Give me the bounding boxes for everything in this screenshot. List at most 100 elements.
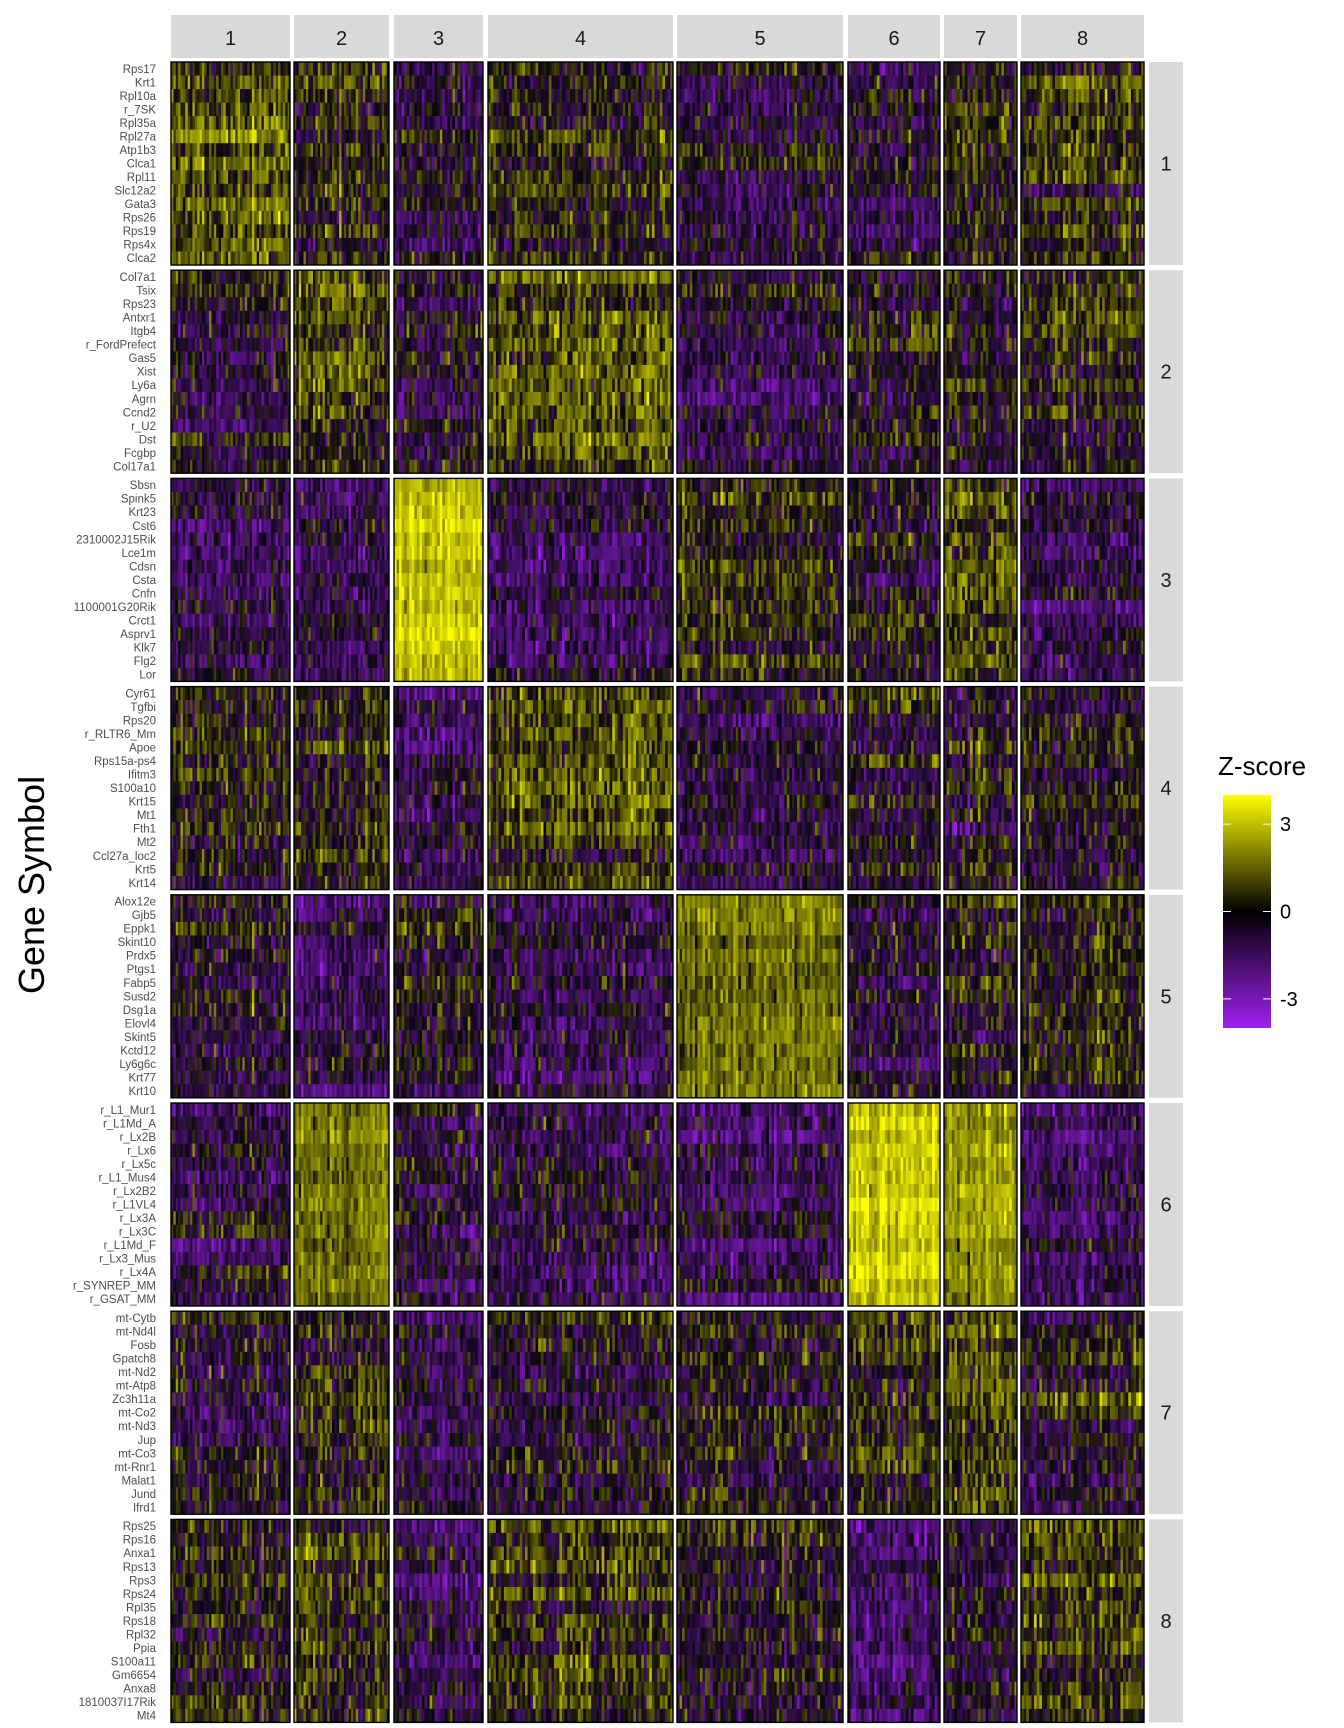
heatmap-cell: [296, 238, 299, 252]
heatmap-cell: [202, 89, 205, 103]
heatmap-cell: [639, 76, 642, 90]
heatmap-cell: [252, 143, 255, 157]
heatmap-cell: [195, 157, 198, 171]
heatmap-cell: [377, 238, 380, 252]
heatmap-cell: [463, 62, 466, 76]
heatmap-cell: [370, 211, 373, 225]
heatmap-cell: [301, 103, 304, 117]
heatmap-cell: [207, 211, 210, 225]
heatmap-cell: [559, 170, 562, 184]
heatmap-cell: [460, 103, 463, 117]
heatmap-cell: [407, 143, 410, 157]
heatmap-cell: [414, 157, 417, 171]
heatmap-cell: [259, 211, 262, 225]
heatmap-cell: [247, 251, 250, 265]
heatmap-cell: [628, 130, 631, 144]
heatmap-cell: [458, 238, 461, 252]
heatmap-cell: [442, 157, 445, 171]
heatmap-cell: [327, 170, 330, 184]
heatmap-cell: [435, 62, 438, 76]
heatmap-cell: [530, 62, 533, 76]
heatmap-cell: [470, 157, 473, 171]
heatmap-cell: [311, 143, 314, 157]
heatmap-cell: [173, 211, 176, 225]
heatmap-cell: [636, 157, 639, 171]
heatmap-cell: [610, 103, 613, 117]
heatmap-cell: [209, 170, 212, 184]
heatmap-cell: [570, 89, 573, 103]
heatmap-cell: [330, 224, 333, 238]
heatmap-cell: [528, 116, 531, 130]
heatmap-cell: [363, 157, 366, 171]
heatmap-cell: [370, 224, 373, 238]
heatmap-cell: [419, 211, 422, 225]
heatmap-cell: [414, 103, 417, 117]
heatmap-cell: [615, 143, 618, 157]
heatmap-cell: [252, 224, 255, 238]
heatmap-cell: [363, 143, 366, 157]
heatmap-cell: [463, 211, 466, 225]
heatmap-cell: [304, 184, 307, 198]
heatmap-cell: [397, 116, 400, 130]
heatmap-cell: [382, 116, 385, 130]
heatmap-cell: [257, 157, 260, 171]
heatmap-cell: [399, 89, 402, 103]
heatmap-cell: [311, 197, 314, 211]
heatmap-cell: [470, 251, 473, 265]
heatmap-cell: [397, 238, 400, 252]
heatmap-cell: [252, 197, 255, 211]
heatmap-cell: [221, 184, 224, 198]
heatmap-cell: [425, 197, 428, 211]
heatmap-cell: [185, 224, 188, 238]
heatmap-cell: [409, 143, 412, 157]
heatmap-cell: [655, 116, 658, 130]
heatmap-cell: [325, 238, 328, 252]
heatmap-cell: [228, 157, 231, 171]
heatmap-cell: [358, 103, 361, 117]
heatmap-cell: [344, 103, 347, 117]
heatmap-cell: [631, 170, 634, 184]
heatmap-cell: [445, 130, 448, 144]
heatmap-cell: [188, 238, 191, 252]
heatmap-cell: [285, 76, 288, 90]
heatmap-cell: [202, 251, 205, 265]
heatmap-cell: [422, 89, 425, 103]
heatmap-cell: [342, 251, 345, 265]
heatmap-cell: [254, 62, 257, 76]
heatmap-cell: [427, 103, 430, 117]
heatmap-cell: [311, 238, 314, 252]
heatmap-cell: [211, 130, 214, 144]
heatmap-cell: [412, 116, 415, 130]
heatmap-cell: [342, 103, 345, 117]
heatmap-cell: [264, 238, 267, 252]
heatmap-cell: [583, 130, 586, 144]
heatmap-cell: [440, 116, 443, 130]
heatmap-cell: [207, 251, 210, 265]
heatmap-cell: [264, 76, 267, 90]
heatmap-cell: [633, 143, 636, 157]
heatmap-cell: [530, 89, 533, 103]
heatmap-cell: [285, 184, 288, 198]
heatmap-cell: [372, 238, 375, 252]
heatmap-cell: [223, 170, 226, 184]
heatmap-cell: [522, 116, 525, 130]
heatmap-cell: [361, 76, 364, 90]
heatmap-cell: [440, 184, 443, 198]
heatmap-cell: [649, 130, 652, 144]
heatmap-cell: [533, 76, 536, 90]
heatmap-cell: [573, 143, 576, 157]
heatmap-cell: [183, 103, 186, 117]
heatmap-cell: [596, 143, 599, 157]
heatmap-cell: [361, 143, 364, 157]
heatmap-cell: [623, 170, 626, 184]
heatmap-cell: [238, 211, 241, 225]
heatmap-cell: [254, 157, 257, 171]
heatmap-cell: [235, 103, 238, 117]
heatmap-cell: [404, 103, 407, 117]
heatmap-cell: [216, 224, 219, 238]
heatmap-cell: [544, 143, 547, 157]
heatmap-cell: [211, 157, 214, 171]
heatmap-cell: [195, 197, 198, 211]
heatmap-cell: [409, 76, 412, 90]
heatmap-cell: [318, 184, 321, 198]
